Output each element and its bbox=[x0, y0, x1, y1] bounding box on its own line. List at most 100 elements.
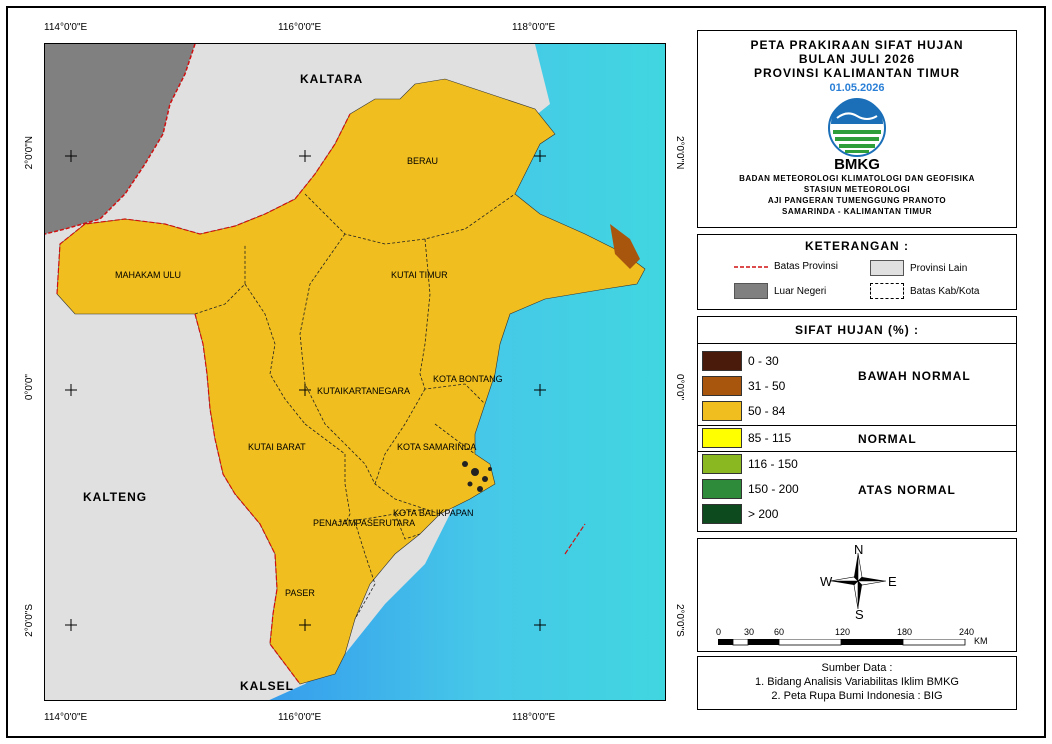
province-kaltim[interactable] bbox=[56, 78, 646, 685]
category-bawah-normal: BAWAH NORMAL bbox=[858, 369, 971, 383]
label-kalteng: KALTENG bbox=[83, 490, 148, 504]
label-kutai-timur: KUTAI TIMUR bbox=[391, 270, 448, 280]
coord-top-1: 114°0'0"E bbox=[44, 22, 88, 33]
map-title-line1: PETA PRAKIRAAN SIFAT HUJAN bbox=[750, 38, 964, 52]
legend-row-3: 85 - 115 bbox=[702, 426, 791, 450]
sumber-line2: 2. Peta Rupa Bumi Indonesia : BIG bbox=[771, 690, 943, 702]
batas-provinsi-label: Batas Provinsi bbox=[774, 261, 838, 272]
provinsi-lain-label: Provinsi Lain bbox=[910, 262, 968, 274]
sumber-panel: Sumber Data : 1. Bidang Analisis Variabi… bbox=[697, 656, 1017, 710]
luar-negeri-swatch bbox=[734, 283, 768, 299]
legend-row-2: 50 - 84 bbox=[702, 399, 785, 423]
label-berau: BERAU bbox=[407, 156, 439, 166]
map-title-line2: BULAN JULI 2026 bbox=[798, 52, 916, 66]
province-border bbox=[56, 113, 586, 685]
swatch-1 bbox=[702, 376, 742, 396]
grid-crosses bbox=[65, 150, 546, 631]
swatch-6 bbox=[702, 504, 742, 524]
scale-tick-0: 0 bbox=[716, 627, 722, 637]
scale-tick-240: 240 bbox=[959, 627, 975, 637]
legend-provinsi-lain: Provinsi Lain bbox=[870, 260, 967, 276]
class-label-4: 116 - 150 bbox=[748, 457, 798, 471]
swatch-4 bbox=[702, 454, 742, 474]
swatch-3 bbox=[702, 428, 742, 448]
sifat-hujan-panel: SIFAT HUJAN (%) : 0 - 30 31 - 50 50 - 84… bbox=[697, 316, 1017, 532]
coord-bottom-1: 114°0'0"E bbox=[44, 712, 88, 723]
title-panel: PETA PRAKIRAAN SIFAT HUJAN BULAN JULI 20… bbox=[697, 30, 1017, 228]
coord-top-2: 116°0'0"E bbox=[278, 22, 322, 33]
org-line3: AJI PANGERAN TUMENGGUNG PRANOTO bbox=[767, 196, 947, 205]
class-label-2: 50 - 84 bbox=[748, 404, 786, 418]
luar-negeri-label: Luar Negeri bbox=[774, 285, 827, 297]
below-normal-patch bbox=[610, 224, 640, 269]
sumber-title: Sumber Data : bbox=[821, 662, 893, 674]
foreign-country bbox=[45, 44, 195, 234]
compass-w: W bbox=[820, 574, 833, 589]
legend-row-0: 0 - 30 bbox=[702, 349, 779, 373]
org-line1: BADAN METEOROLOGI KLIMATOLOGI DAN GEOFIS… bbox=[739, 174, 975, 183]
batas-kab-swatch bbox=[870, 283, 904, 299]
label-kutai-kartanegara: KUTAIKARTANEGARA bbox=[317, 386, 411, 396]
legend-row-1: 31 - 50 bbox=[702, 374, 785, 398]
scale-tick-30: 30 bbox=[744, 627, 755, 637]
label-kota-samarinda: KOTA SAMARINDA bbox=[397, 442, 477, 452]
coord-right-2: 0°0'0" bbox=[674, 374, 685, 401]
label-mahakam-ulu: MAHAKAM ULU bbox=[115, 270, 182, 280]
coord-right-3: 2°0'0"S bbox=[674, 604, 685, 637]
keterangan-title: KETERANGAN : bbox=[805, 239, 909, 253]
category-normal: NORMAL bbox=[858, 432, 917, 446]
coord-bottom-3: 118°0'0"E bbox=[512, 712, 556, 723]
batas-kab-label: Batas Kab/Kota bbox=[910, 285, 980, 297]
legend-row-5: 150 - 200 bbox=[702, 477, 799, 501]
label-kota-bontang: KOTA BONTANG bbox=[433, 374, 503, 384]
batas-provinsi-line bbox=[734, 265, 768, 268]
label-paser: PASER bbox=[285, 588, 315, 598]
bmkg-logo bbox=[698, 98, 1016, 158]
north-arrow-icon bbox=[829, 552, 887, 610]
category-atas-normal: ATAS NORMAL bbox=[858, 483, 956, 497]
coord-right-1: 2°0'0"N bbox=[674, 136, 685, 170]
sifat-hujan-title: SIFAT HUJAN (%) : bbox=[794, 323, 920, 337]
swatch-2 bbox=[702, 401, 742, 421]
label-kutai-barat: KUTAI BARAT bbox=[248, 442, 306, 452]
legend-luar-negeri: Luar Negeri bbox=[734, 283, 826, 299]
divider-3 bbox=[698, 451, 1016, 452]
scale-tick-60: 60 bbox=[774, 627, 785, 637]
scale-tick-120: 120 bbox=[835, 627, 851, 637]
mahakam-delta bbox=[462, 461, 492, 492]
class-label-6: > 200 bbox=[748, 507, 779, 521]
label-penajam: PENAJAMPASERUTARA bbox=[313, 518, 416, 528]
map-area[interactable]: KALTARA KALTENG KALSEL BERAU MAHAKAM ULU… bbox=[44, 43, 666, 701]
class-label-1: 31 - 50 bbox=[748, 379, 786, 393]
org-line2: STASIUN METEOROLOGI bbox=[803, 185, 911, 194]
coord-left-3: 2°0'0"S bbox=[24, 604, 35, 637]
legend-row-4: 116 - 150 bbox=[702, 452, 798, 476]
map-svg bbox=[45, 44, 665, 700]
coord-left-2: 0°0'0" bbox=[24, 374, 35, 401]
org-line4: SAMARINDA - KALIMANTAN TIMUR bbox=[782, 207, 932, 216]
swatch-0 bbox=[702, 351, 742, 371]
compass-n: N bbox=[854, 542, 864, 557]
keterangan-panel: KETERANGAN : Batas Provinsi Provinsi Lai… bbox=[697, 234, 1017, 310]
swatch-5 bbox=[702, 479, 742, 499]
map-title-line3: PROVINSI KALIMANTAN TIMUR bbox=[753, 66, 961, 80]
label-kalsel: KALSEL bbox=[240, 679, 294, 693]
class-label-3: 85 - 115 bbox=[748, 431, 792, 445]
scale-unit: KM bbox=[974, 636, 988, 646]
compass-s: S bbox=[855, 607, 864, 622]
map-frame bbox=[6, 6, 1046, 738]
divider-2 bbox=[698, 425, 1016, 426]
divider-1 bbox=[698, 343, 1016, 344]
coord-top-3: 118°0'0"E bbox=[512, 22, 556, 33]
legend-batas-kab: Batas Kab/Kota bbox=[870, 283, 980, 299]
scale-bar bbox=[718, 639, 966, 646]
compass-scale-panel: N S W E 0 30 60 120 180 240 KM bbox=[697, 538, 1017, 652]
coord-left-1: 2°0'0"N bbox=[24, 136, 35, 170]
class-label-0: 0 - 30 bbox=[748, 354, 779, 368]
scale-tick-180: 180 bbox=[897, 627, 913, 637]
sumber-line1: 1. Bidang Analisis Variabilitas Iklim BM… bbox=[755, 676, 959, 688]
compass-e: E bbox=[888, 574, 897, 589]
coord-bottom-2: 116°0'0"E bbox=[278, 712, 322, 723]
provinsi-lain-swatch bbox=[870, 260, 904, 276]
map-date: 01.05.2026 bbox=[829, 82, 885, 94]
